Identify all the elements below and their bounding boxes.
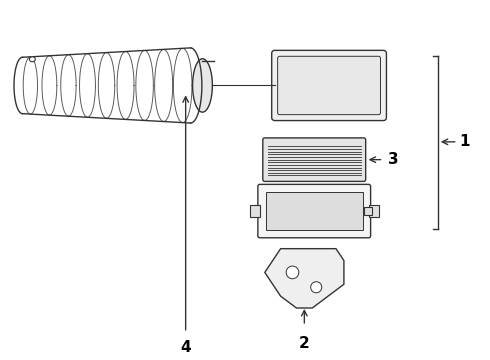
- Text: 2: 2: [299, 336, 310, 351]
- Bar: [364, 207, 371, 215]
- Text: 4: 4: [180, 340, 191, 355]
- Bar: [250, 205, 260, 217]
- Ellipse shape: [193, 59, 212, 112]
- Circle shape: [286, 266, 299, 279]
- Bar: [368, 205, 379, 217]
- FancyBboxPatch shape: [258, 184, 370, 238]
- FancyBboxPatch shape: [263, 138, 366, 181]
- Bar: [266, 192, 363, 230]
- Polygon shape: [265, 249, 344, 308]
- FancyBboxPatch shape: [272, 50, 387, 121]
- Circle shape: [311, 282, 322, 293]
- Text: 3: 3: [389, 152, 399, 167]
- Ellipse shape: [29, 57, 35, 62]
- FancyBboxPatch shape: [278, 56, 381, 114]
- Text: 1: 1: [460, 134, 470, 149]
